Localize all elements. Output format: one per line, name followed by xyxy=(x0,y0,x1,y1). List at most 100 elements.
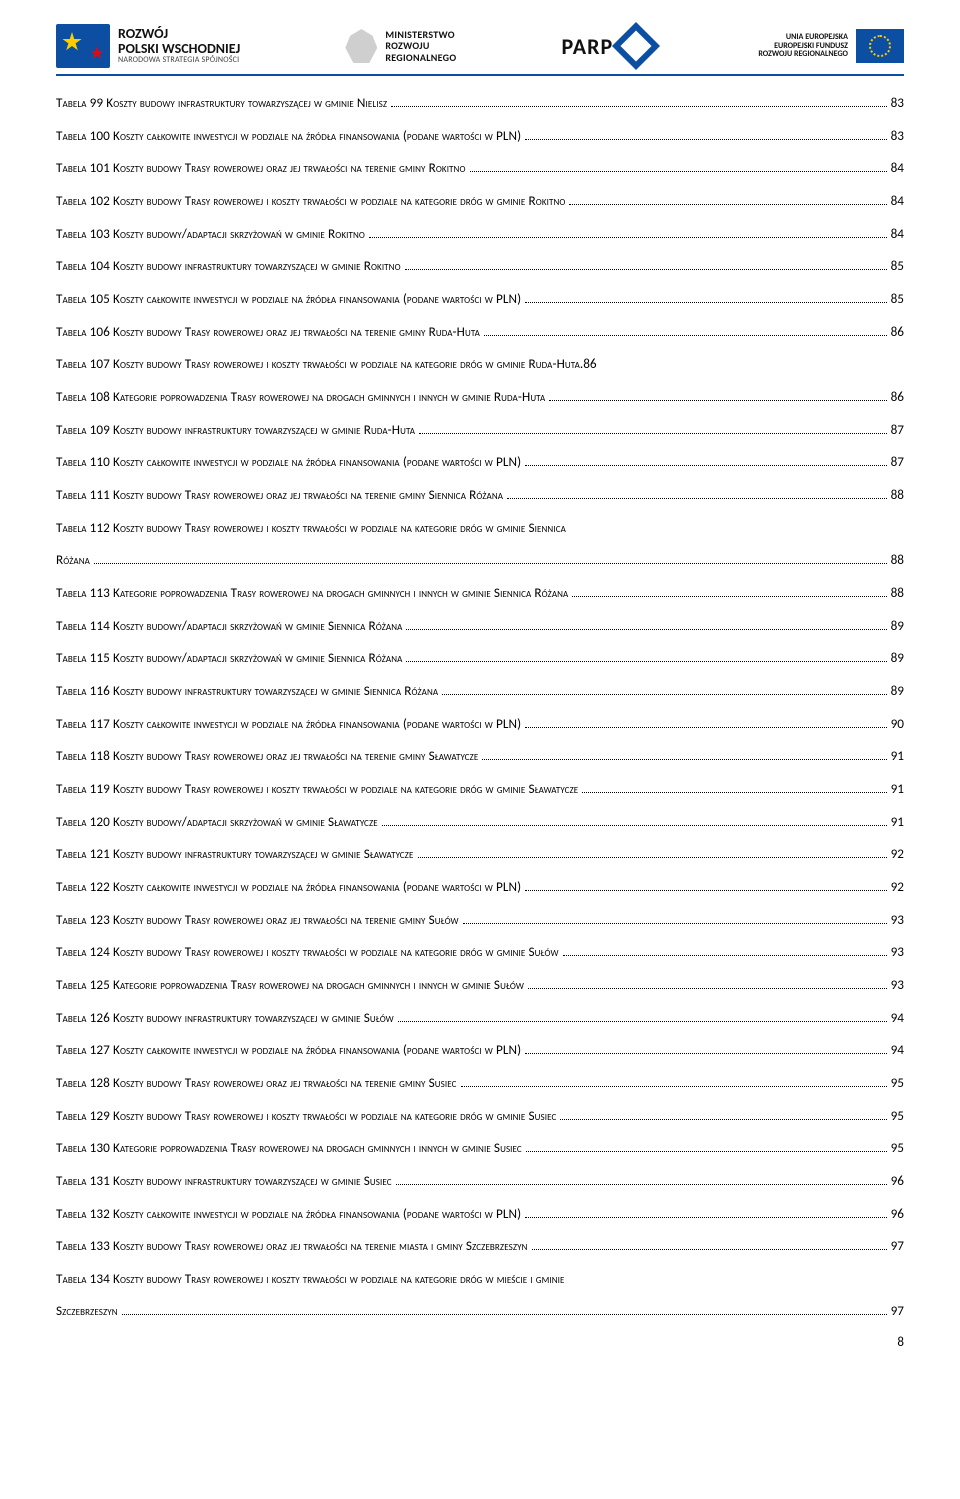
toc-page: 84 xyxy=(891,225,904,243)
toc-label: Tabela 111 Koszty budowy Trasy rowerowej… xyxy=(56,486,503,504)
toc-leader-dots xyxy=(369,237,887,238)
toc-leader-dots xyxy=(572,596,886,597)
toc-label: Tabela 121 Koszty budowy infrastruktury … xyxy=(56,845,414,863)
toc-label: Tabela 114 Koszty budowy/adaptacji skrzy… xyxy=(56,617,402,635)
logo-rozwoj: ROZWÓJ POLSKI WSCHODNIEJ NARODOWA STRATE… xyxy=(56,24,240,68)
toc-page: 86 xyxy=(891,388,904,406)
toc-label-cont: Szczebrzeszyn xyxy=(56,1302,118,1320)
logo-parp: PARP xyxy=(562,29,654,63)
toc-row: Tabela 133 Koszty budowy Trasy rowerowej… xyxy=(56,1237,904,1255)
eagle-icon xyxy=(345,29,377,63)
toc-row: Tabela 122 Koszty całkowite inwestycji w… xyxy=(56,878,904,896)
toc-label: Tabela 108 Kategorie poprowadzenia Trasy… xyxy=(56,388,545,406)
toc-row: Tabela 126 Koszty budowy infrastruktury … xyxy=(56,1009,904,1027)
toc-row: Tabela 132 Koszty całkowite inwestycji w… xyxy=(56,1205,904,1223)
toc-label: Tabela 109 Koszty budowy infrastruktury … xyxy=(56,421,415,439)
parp-icon xyxy=(612,22,660,70)
toc-leader-dots xyxy=(525,1217,886,1218)
toc-leader-dots xyxy=(406,661,886,662)
toc-row: Tabela 118 Koszty budowy Trasy rowerowej… xyxy=(56,747,904,765)
toc-label: Tabela 118 Koszty budowy Trasy rowerowej… xyxy=(56,747,478,765)
toc-row: Tabela 99 Koszty budowy infrastruktury t… xyxy=(56,94,904,112)
toc-leader-dots xyxy=(525,727,886,728)
toc-page: 93 xyxy=(891,976,904,994)
toc-leader-dots xyxy=(560,1119,886,1120)
toc-page: 94 xyxy=(891,1041,904,1059)
toc-leader-dots xyxy=(418,857,887,858)
toc-page: 89 xyxy=(891,649,904,667)
toc-page: 84 xyxy=(891,159,904,177)
toc-label: Tabela 132 Koszty całkowite inwestycji w… xyxy=(56,1205,521,1223)
toc-label: Tabela 133 Koszty budowy Trasy rowerowej… xyxy=(56,1237,528,1255)
toc-row: Tabela 127 Koszty całkowite inwestycji w… xyxy=(56,1041,904,1059)
toc-row: Tabela 130 Kategorie poprowadzenia Trasy… xyxy=(56,1139,904,1157)
toc-page: 93 xyxy=(891,943,904,961)
toc-leader-dots xyxy=(582,792,886,793)
toc-page: 85 xyxy=(891,257,904,275)
toc-page: 95 xyxy=(891,1074,904,1092)
toc-label: Tabela 126 Koszty budowy infrastruktury … xyxy=(56,1009,394,1027)
toc-label: Tabela 129 Koszty budowy Trasy rowerowej… xyxy=(56,1107,556,1125)
toc-page: 86 xyxy=(583,355,596,373)
toc-leader-dots xyxy=(391,106,886,107)
toc-row: Tabela 125 Kategorie poprowadzenia Trasy… xyxy=(56,976,904,994)
table-of-contents: Tabela 99 Koszty budowy infrastruktury t… xyxy=(56,94,904,1321)
toc-label: Tabela 101 Koszty budowy Trasy rowerowej… xyxy=(56,159,466,177)
toc-page: 85 xyxy=(891,290,904,308)
toc-page: 87 xyxy=(891,453,904,471)
toc-row: Tabela 101 Koszty budowy Trasy rowerowej… xyxy=(56,159,904,177)
logo-ministerstwo: MINISTERSTWO ROZWOJU REGIONALNEGO xyxy=(345,29,456,64)
toc-leader-dots xyxy=(569,204,886,205)
toc-page: 92 xyxy=(891,878,904,896)
toc-row: Tabela 116 Koszty budowy infrastruktury … xyxy=(56,682,904,700)
toc-leader-dots xyxy=(442,694,886,695)
toc-row: Tabela 134 Koszty budowy Trasy rowerowej… xyxy=(56,1270,904,1321)
toc-row: Tabela 129 Koszty budowy Trasy rowerowej… xyxy=(56,1107,904,1125)
toc-label: Tabela 127 Koszty całkowite inwestycji w… xyxy=(56,1041,521,1059)
header-logos: ROZWÓJ POLSKI WSCHODNIEJ NARODOWA STRATE… xyxy=(56,24,904,68)
toc-page: 95 xyxy=(891,1107,904,1125)
toc-label: Tabela 134 Koszty budowy Trasy rowerowej… xyxy=(56,1270,565,1288)
toc-page: 88 xyxy=(891,584,904,602)
toc-label: Tabela 100 Koszty całkowite inwestycji w… xyxy=(56,127,521,145)
eu-line3: ROZWOJU REGIONALNEGO xyxy=(758,50,848,59)
page-number: 8 xyxy=(56,1335,904,1350)
toc-leader-dots xyxy=(396,1184,887,1185)
toc-leader-dots xyxy=(528,988,887,989)
rozwoj-line3: NARODOWA STRATEGIA SPÓJNOŚCI xyxy=(118,56,240,64)
toc-leader-dots xyxy=(563,955,887,956)
toc-leader-dots xyxy=(525,890,886,891)
toc-label: Tabela 104 Koszty budowy infrastruktury … xyxy=(56,257,401,275)
eu-text: UNIA EUROPEJSKA EUROPEJSKI FUNDUSZ ROZWO… xyxy=(758,33,848,59)
page-container: ROZWÓJ POLSKI WSCHODNIEJ NARODOWA STRATE… xyxy=(0,0,960,1378)
toc-page: 94 xyxy=(891,1009,904,1027)
parp-label: PARP xyxy=(562,33,614,60)
toc-label: Tabela 110 Koszty całkowite inwestycji w… xyxy=(56,453,521,471)
toc-page: 88 xyxy=(891,551,904,569)
header-divider xyxy=(56,74,904,76)
toc-row: Tabela 106 Koszty budowy Trasy rowerowej… xyxy=(56,323,904,341)
toc-label: Tabela 112 Koszty budowy Trasy rowerowej… xyxy=(56,519,566,537)
toc-page: 96 xyxy=(891,1172,904,1190)
toc-row: Tabela 117 Koszty całkowite inwestycji w… xyxy=(56,715,904,733)
toc-leader-dots xyxy=(419,433,887,434)
toc-row: Tabela 112 Koszty budowy Trasy rowerowej… xyxy=(56,519,904,570)
toc-label: Tabela 130 Kategorie poprowadzenia Trasy… xyxy=(56,1139,522,1157)
toc-page: 96 xyxy=(891,1205,904,1223)
toc-label: Tabela 124 Koszty budowy Trasy rowerowej… xyxy=(56,943,559,961)
toc-leader-dots xyxy=(526,1151,887,1152)
rozwoj-text: ROZWÓJ POLSKI WSCHODNIEJ NARODOWA STRATE… xyxy=(118,27,240,65)
toc-row: Tabela 115 Koszty budowy/adaptacji skrzy… xyxy=(56,649,904,667)
toc-label: Tabela 125 Kategorie poprowadzenia Trasy… xyxy=(56,976,524,994)
toc-page: 83 xyxy=(891,127,904,145)
toc-leader-dots xyxy=(382,825,887,826)
toc-leader-dots xyxy=(507,498,887,499)
toc-label: Tabela 119 Koszty budowy Trasy rowerowej… xyxy=(56,780,578,798)
toc-row: Tabela 102 Koszty budowy Trasy rowerowej… xyxy=(56,192,904,210)
toc-page: 84 xyxy=(891,192,904,210)
toc-label: Tabela 113 Kategorie poprowadzenia Trasy… xyxy=(56,584,568,602)
toc-label: Tabela 120 Koszty budowy/adaptacji skrzy… xyxy=(56,813,378,831)
toc-label: Tabela 128 Koszty budowy Trasy rowerowej… xyxy=(56,1074,457,1092)
toc-label: Tabela 99 Koszty budowy infrastruktury t… xyxy=(56,94,387,112)
toc-row: Tabela 119 Koszty budowy Trasy rowerowej… xyxy=(56,780,904,798)
